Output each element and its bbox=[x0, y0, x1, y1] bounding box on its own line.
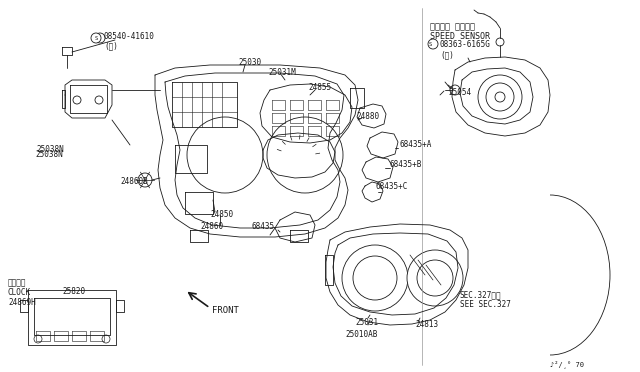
Circle shape bbox=[95, 33, 105, 43]
Circle shape bbox=[486, 83, 514, 111]
Text: 24813: 24813 bbox=[415, 320, 438, 329]
Text: S: S bbox=[94, 35, 98, 41]
Circle shape bbox=[417, 260, 453, 296]
Circle shape bbox=[428, 39, 438, 49]
Text: 25820: 25820 bbox=[62, 287, 85, 296]
Circle shape bbox=[496, 38, 504, 46]
Text: 08363-6165G: 08363-6165G bbox=[440, 40, 491, 49]
Circle shape bbox=[102, 335, 110, 343]
Text: 24880: 24880 bbox=[356, 112, 379, 121]
Text: クロック: クロック bbox=[8, 278, 26, 287]
Text: ♪²/¸° 70: ♪²/¸° 70 bbox=[550, 360, 584, 368]
Circle shape bbox=[353, 256, 397, 300]
Circle shape bbox=[450, 85, 460, 95]
Circle shape bbox=[73, 96, 81, 104]
Text: 68435+A: 68435+A bbox=[400, 140, 433, 149]
Text: S: S bbox=[428, 42, 431, 46]
Text: (イ): (イ) bbox=[104, 41, 118, 50]
Text: 25054: 25054 bbox=[448, 88, 471, 97]
Text: CLOCK: CLOCK bbox=[8, 288, 31, 297]
Text: SPEED SENSOR: SPEED SENSOR bbox=[430, 32, 490, 41]
Text: SEE SEC.327: SEE SEC.327 bbox=[460, 300, 511, 309]
Text: (イ): (イ) bbox=[440, 50, 454, 59]
Text: SEC.327参照: SEC.327参照 bbox=[460, 290, 502, 299]
Circle shape bbox=[407, 250, 463, 306]
Circle shape bbox=[342, 245, 408, 311]
Text: 24860: 24860 bbox=[200, 222, 223, 231]
Circle shape bbox=[478, 75, 522, 119]
Circle shape bbox=[187, 117, 263, 193]
Text: 25030: 25030 bbox=[238, 58, 261, 67]
Text: 24860B: 24860B bbox=[120, 177, 148, 186]
Circle shape bbox=[34, 335, 42, 343]
Circle shape bbox=[495, 92, 505, 102]
Text: 24855: 24855 bbox=[308, 83, 331, 92]
Text: 25038N: 25038N bbox=[35, 150, 63, 159]
Text: 25031M: 25031M bbox=[268, 68, 296, 77]
Text: 08540-41610: 08540-41610 bbox=[104, 32, 155, 41]
Circle shape bbox=[138, 173, 152, 187]
Circle shape bbox=[91, 33, 101, 43]
Text: 25010AB: 25010AB bbox=[345, 330, 378, 339]
Text: 25031: 25031 bbox=[355, 318, 378, 327]
Text: 24850: 24850 bbox=[210, 210, 233, 219]
Text: 68435: 68435 bbox=[252, 222, 275, 231]
Circle shape bbox=[267, 117, 343, 193]
Text: スピード センサー: スピード センサー bbox=[430, 22, 475, 31]
Text: FRONT: FRONT bbox=[212, 306, 239, 315]
Text: 68435+C: 68435+C bbox=[375, 182, 408, 191]
Text: 25038N: 25038N bbox=[36, 145, 64, 154]
Circle shape bbox=[95, 96, 103, 104]
Text: 68435+B: 68435+B bbox=[390, 160, 422, 169]
Text: 24869H: 24869H bbox=[8, 298, 36, 307]
